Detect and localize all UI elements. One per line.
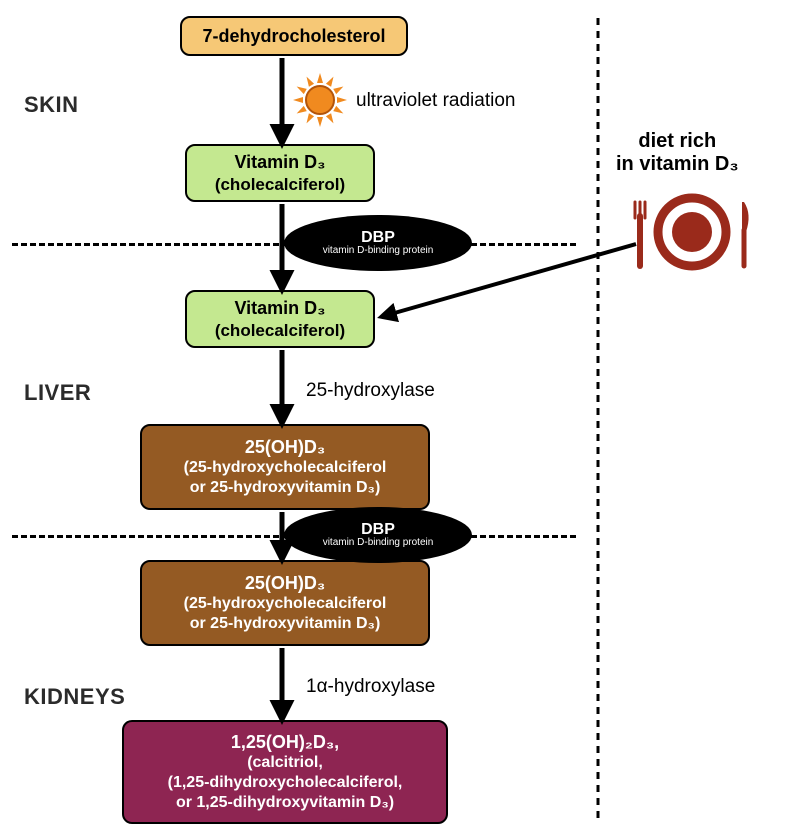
node-sub: (25-hydroxycholecalciferolor 25-hydroxyv… — [184, 458, 387, 498]
section-skin-label: SKIN — [24, 92, 79, 118]
node-sub: (25-hydroxycholecalciferolor 25-hydroxyv… — [184, 594, 387, 634]
1a-hydroxylase-label: 1α-hydroxylase — [306, 676, 435, 698]
node-title: 25(OH)D₃ — [245, 436, 325, 459]
node-7-dehydrocholesterol: 7-dehydrocholesterol — [180, 16, 408, 56]
node-vitamin-d3-skin: Vitamin D₃ (cholecalciferol) — [185, 144, 375, 202]
dbp-abbrev: DBP — [361, 522, 395, 538]
node-sub: (cholecalciferol) — [215, 320, 345, 341]
node-25ohd3-kidney: 25(OH)D₃ (25-hydroxycholecalciferolor 25… — [140, 560, 430, 646]
diet-icon — [635, 198, 749, 266]
section-liver-label: LIVER — [24, 380, 91, 406]
node-title: 25(OH)D₃ — [245, 572, 325, 595]
dbp-badge-2: DBP vitamin D-binding protein — [284, 507, 472, 563]
node-sub: (calcitriol,(1,25-dihydroxycholecalcifer… — [168, 753, 403, 813]
dbp-full: vitamin D-binding protein — [323, 538, 434, 548]
diet-line2: in vitamin D₃ — [616, 153, 739, 175]
node-sub: (cholecalciferol) — [215, 174, 345, 195]
node-title: Vitamin D₃ — [234, 297, 325, 320]
uv-radiation-label: ultraviolet radiation — [356, 90, 515, 112]
node-25ohd3-liver: 25(OH)D₃ (25-hydroxycholecalciferolor 25… — [140, 424, 430, 510]
25-hydroxylase-label: 25-hydroxylase — [306, 380, 435, 402]
node-title: 7-dehydrocholesterol — [202, 25, 385, 48]
dbp-badge-1: DBP vitamin D-binding protein — [284, 215, 472, 271]
sun-icon — [293, 73, 347, 127]
node-calcitriol: 1,25(OH)₂D₃, (calcitriol,(1,25-dihydroxy… — [122, 720, 448, 824]
section-kidneys-label: KIDNEYS — [24, 684, 125, 710]
diet-label: diet rich in vitamin D₃ — [616, 130, 739, 176]
node-title: Vitamin D₃ — [234, 151, 325, 174]
dbp-full: vitamin D-binding protein — [323, 246, 434, 256]
dbp-abbrev: DBP — [361, 230, 395, 246]
diet-line1: diet rich — [638, 130, 716, 152]
node-title: 1,25(OH)₂D₃, — [231, 731, 339, 754]
node-vitamin-d3-liver: Vitamin D₃ (cholecalciferol) — [185, 290, 375, 348]
